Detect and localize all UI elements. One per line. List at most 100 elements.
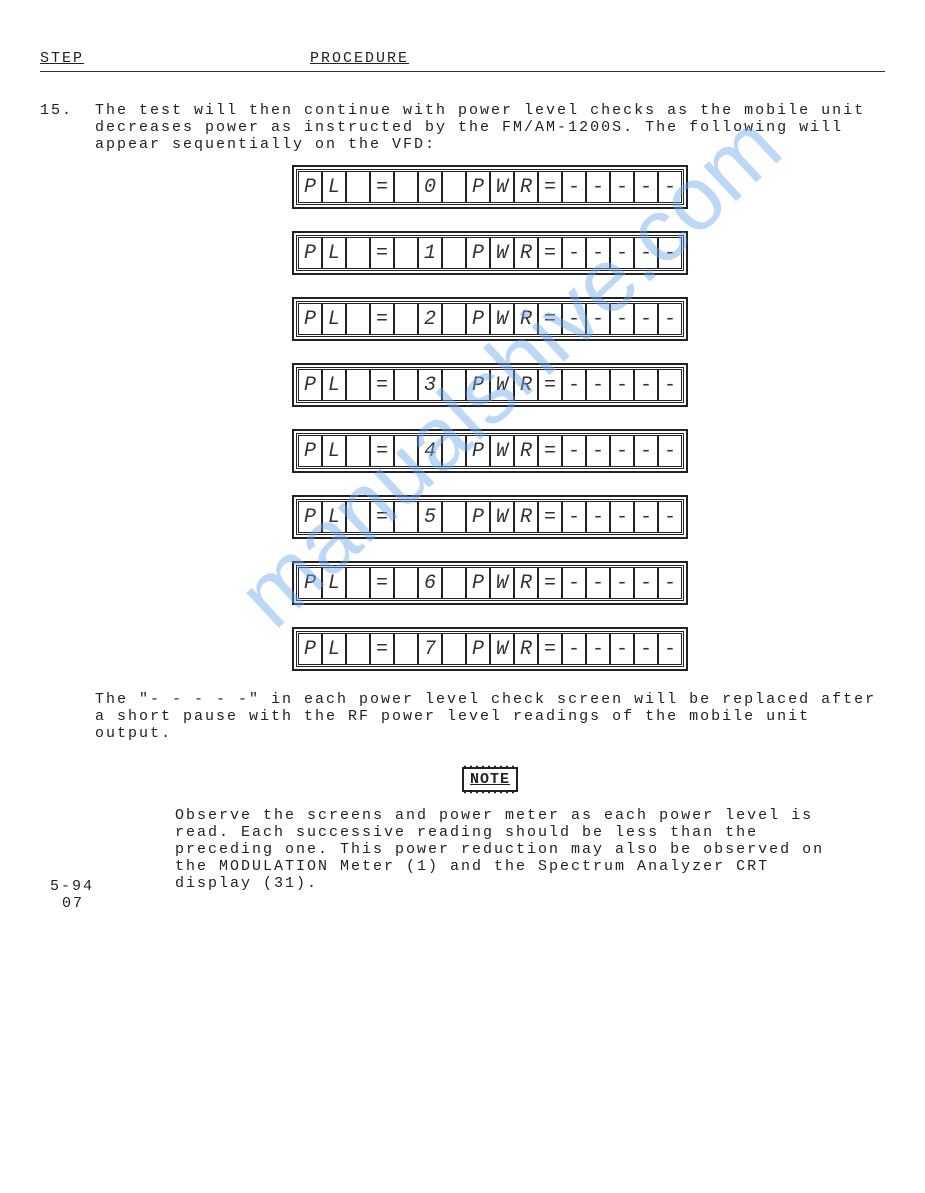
vfd-cell bbox=[346, 171, 370, 203]
vfd-cell: P bbox=[298, 567, 322, 599]
vfd-display: PL=6PWR=----- bbox=[292, 561, 688, 605]
vfd-cell: P bbox=[466, 435, 490, 467]
vfd-cell: P bbox=[298, 171, 322, 203]
vfd-cell: = bbox=[370, 369, 394, 401]
vfd-cell: 3 bbox=[418, 369, 442, 401]
vfd-cell: - bbox=[610, 435, 634, 467]
vfd-display: PL=3PWR=----- bbox=[292, 363, 688, 407]
vfd-cell bbox=[346, 567, 370, 599]
vfd-cell: - bbox=[562, 633, 586, 665]
vfd-cell: L bbox=[322, 303, 346, 335]
vfd-cell bbox=[394, 567, 418, 599]
vfd-cell: - bbox=[658, 633, 682, 665]
vfd-display-inner: PL=4PWR=----- bbox=[296, 433, 684, 469]
vfd-display-inner: PL=2PWR=----- bbox=[296, 301, 684, 337]
vfd-cell: - bbox=[658, 171, 682, 203]
vfd-cell: R bbox=[514, 369, 538, 401]
vfd-cell: - bbox=[610, 501, 634, 533]
vfd-cell: W bbox=[490, 633, 514, 665]
vfd-cell: = bbox=[370, 237, 394, 269]
vfd-cell: - bbox=[586, 303, 610, 335]
vfd-cell: W bbox=[490, 171, 514, 203]
vfd-cell: - bbox=[562, 369, 586, 401]
page-number-line1: 5-94 bbox=[50, 878, 94, 895]
note-body: Observe the screens and power meter as e… bbox=[175, 807, 845, 892]
vfd-cell: - bbox=[658, 303, 682, 335]
vfd-cell: W bbox=[490, 501, 514, 533]
vfd-cell: 0 bbox=[418, 171, 442, 203]
vfd-cell: R bbox=[514, 501, 538, 533]
vfd-cell: - bbox=[634, 435, 658, 467]
vfd-cell: = bbox=[538, 435, 562, 467]
vfd-display: PL=1PWR=----- bbox=[292, 231, 688, 275]
vfd-cell: P bbox=[298, 237, 322, 269]
header-procedure-label: PROCEDURE bbox=[310, 50, 409, 67]
vfd-cell: W bbox=[490, 303, 514, 335]
vfd-cell bbox=[442, 501, 466, 533]
vfd-cell: W bbox=[490, 567, 514, 599]
vfd-cell: - bbox=[562, 171, 586, 203]
header-row: STEP PROCEDURE bbox=[40, 50, 885, 72]
vfd-cell bbox=[394, 501, 418, 533]
vfd-cell: - bbox=[610, 369, 634, 401]
vfd-display-inner: PL=6PWR=----- bbox=[296, 565, 684, 601]
vfd-display: PL=0PWR=----- bbox=[292, 165, 688, 209]
vfd-cell: P bbox=[466, 303, 490, 335]
vfd-cell: 1 bbox=[418, 237, 442, 269]
vfd-cell: - bbox=[610, 633, 634, 665]
vfd-cell bbox=[442, 369, 466, 401]
vfd-cell bbox=[346, 369, 370, 401]
vfd-cell: - bbox=[586, 237, 610, 269]
vfd-cell bbox=[394, 171, 418, 203]
vfd-cell: L bbox=[322, 435, 346, 467]
vfd-cell: W bbox=[490, 369, 514, 401]
vfd-display: PL=4PWR=----- bbox=[292, 429, 688, 473]
vfd-cell: - bbox=[586, 435, 610, 467]
vfd-cell: - bbox=[586, 369, 610, 401]
vfd-cell: = bbox=[538, 501, 562, 533]
vfd-cell: W bbox=[490, 435, 514, 467]
vfd-cell: = bbox=[538, 567, 562, 599]
vfd-cell: P bbox=[466, 171, 490, 203]
vfd-cell bbox=[442, 633, 466, 665]
vfd-cell: 6 bbox=[418, 567, 442, 599]
vfd-cell: 2 bbox=[418, 303, 442, 335]
vfd-cell: - bbox=[562, 501, 586, 533]
vfd-display-inner: PL=5PWR=----- bbox=[296, 499, 684, 535]
vfd-cell: - bbox=[634, 303, 658, 335]
vfd-cell bbox=[346, 501, 370, 533]
vfd-cell: P bbox=[466, 633, 490, 665]
vfd-cell: - bbox=[634, 237, 658, 269]
vfd-cell: = bbox=[370, 171, 394, 203]
vfd-cell: - bbox=[610, 171, 634, 203]
vfd-cell: R bbox=[514, 567, 538, 599]
vfd-display-inner: PL=3PWR=----- bbox=[296, 367, 684, 403]
vfd-cell bbox=[346, 435, 370, 467]
step-block: 15. The test will then continue with pow… bbox=[40, 102, 885, 892]
vfd-cell: W bbox=[490, 237, 514, 269]
vfd-cell bbox=[442, 435, 466, 467]
vfd-cell: L bbox=[322, 501, 346, 533]
vfd-cell: L bbox=[322, 567, 346, 599]
vfd-cell: P bbox=[298, 369, 322, 401]
vfd-cell: L bbox=[322, 171, 346, 203]
vfd-cell: = bbox=[370, 633, 394, 665]
vfd-display: PL=2PWR=----- bbox=[292, 297, 688, 341]
vfd-cell: P bbox=[466, 501, 490, 533]
vfd-cell bbox=[442, 171, 466, 203]
vfd-cell bbox=[346, 303, 370, 335]
vfd-cell: P bbox=[466, 369, 490, 401]
vfd-display-inner: PL=1PWR=----- bbox=[296, 235, 684, 271]
vfd-cell: P bbox=[298, 303, 322, 335]
vfd-display: PL=7PWR=----- bbox=[292, 627, 688, 671]
step-after-text: The "- - - - -" in each power level chec… bbox=[95, 691, 885, 742]
vfd-cell: - bbox=[658, 501, 682, 533]
vfd-cell: - bbox=[610, 303, 634, 335]
vfd-cell: 5 bbox=[418, 501, 442, 533]
vfd-cell: - bbox=[658, 567, 682, 599]
vfd-cell bbox=[394, 633, 418, 665]
vfd-cell bbox=[442, 237, 466, 269]
vfd-cell: = bbox=[538, 237, 562, 269]
vfd-cell bbox=[394, 369, 418, 401]
vfd-cell: - bbox=[658, 435, 682, 467]
